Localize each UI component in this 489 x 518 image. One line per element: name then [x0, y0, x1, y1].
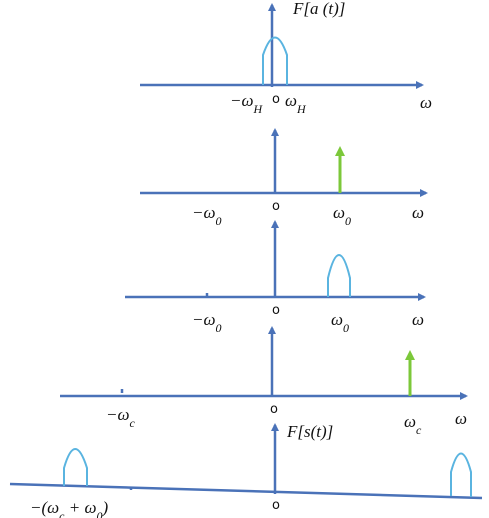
- axis-label: −ω0: [192, 310, 221, 335]
- label-part: ω: [285, 91, 297, 110]
- label-part: −ω: [192, 310, 215, 329]
- subscript: c: [416, 423, 422, 437]
- axis-label: ω: [412, 203, 424, 222]
- spectrum-title: F[a (t)]: [292, 0, 345, 18]
- label-part: −ω: [192, 203, 215, 222]
- label-part: ω: [412, 203, 424, 222]
- subscript: H: [296, 102, 307, 116]
- spectrum: [450, 452, 472, 497]
- spectrum-title: F[s(t)]: [286, 422, 333, 441]
- axis-label: −ωH: [230, 91, 263, 116]
- panel-1: [140, 3, 424, 89]
- subscript: c: [129, 416, 135, 430]
- subscript: H: [252, 102, 263, 116]
- label-part: ω: [455, 409, 467, 428]
- axis-label: ω: [412, 310, 424, 329]
- subscript: 0: [345, 214, 351, 228]
- axis-label: o: [272, 303, 280, 318]
- label-part: −(ω: [30, 498, 59, 517]
- axis-label: o: [272, 498, 280, 513]
- subscript: 0: [215, 214, 221, 228]
- axis-label: ω0: [333, 203, 351, 228]
- label-part: ): [101, 498, 108, 517]
- subscript: 0: [343, 321, 349, 335]
- panel-4: [60, 326, 468, 400]
- panel-2: [140, 128, 428, 197]
- label-part: o: [272, 498, 280, 513]
- label-part: + ω: [64, 498, 96, 517]
- axis-label: ωc: [404, 412, 422, 437]
- label-part: o: [272, 303, 280, 318]
- axis: [9, 482, 483, 500]
- label-part: −ω: [106, 405, 129, 424]
- axis-label: o: [272, 92, 280, 107]
- label-part: ω: [420, 93, 432, 112]
- panel-5: [9, 423, 483, 500]
- axis-label: ωH: [285, 91, 307, 116]
- axis-label: o: [270, 402, 278, 417]
- subscript: 0: [215, 321, 221, 335]
- label-part: ω: [412, 310, 424, 329]
- axis-label: −ω0: [192, 203, 221, 228]
- spectrum: [262, 36, 288, 85]
- spectrum: [327, 254, 351, 297]
- axis-label: −ωc: [106, 405, 135, 430]
- label-part: ω: [331, 310, 343, 329]
- axis-label: ω: [455, 409, 467, 428]
- label-part: −ω: [230, 91, 253, 110]
- axis-label: −(ωc + ω0): [30, 498, 108, 518]
- axis-label: ω: [420, 93, 432, 112]
- subscript: 0: [96, 509, 102, 518]
- label-part: ω: [404, 412, 416, 431]
- axis-label: o: [272, 199, 280, 214]
- label-part: o: [272, 199, 280, 214]
- label-part: o: [270, 402, 278, 417]
- axis-label: ω0: [331, 310, 349, 335]
- label-part: ω: [333, 203, 345, 222]
- spectrum: [63, 448, 88, 486]
- subscript: c: [59, 509, 65, 518]
- panel-3: [125, 220, 426, 301]
- label-part: o: [272, 92, 280, 107]
